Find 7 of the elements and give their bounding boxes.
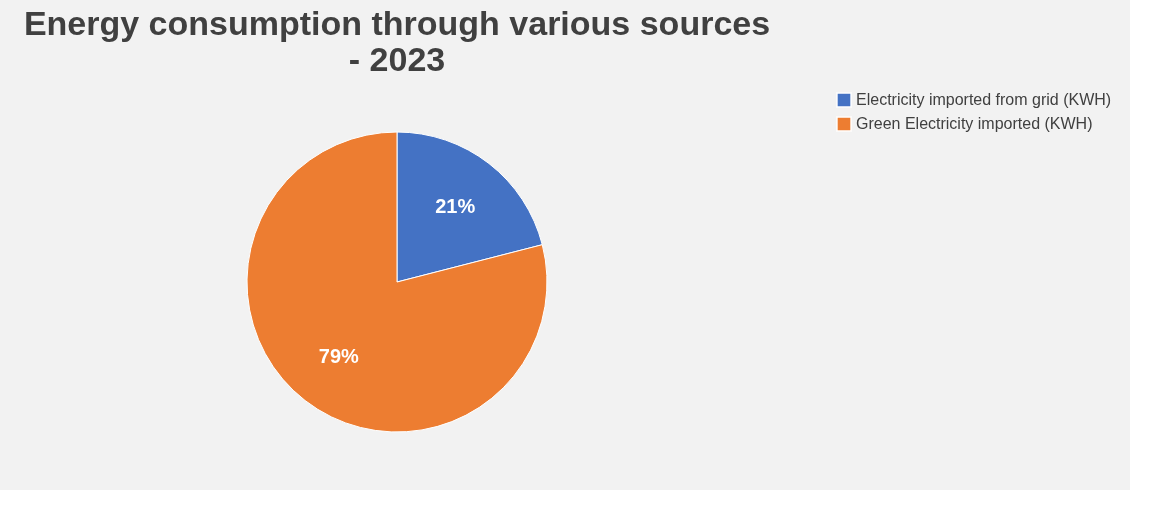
data-label: 79% — [318, 345, 359, 368]
data-label: 21% — [435, 194, 476, 217]
text: Energy consumption through various sources — [23, 4, 771, 42]
text: - 2023 — [348, 40, 446, 78]
pie-slice — [246, 131, 548, 433]
legend-label: Electricity imported from grid (KWH) — [856, 91, 1112, 108]
legend-label: Green Electricity imported (KWH) — [856, 115, 1093, 132]
